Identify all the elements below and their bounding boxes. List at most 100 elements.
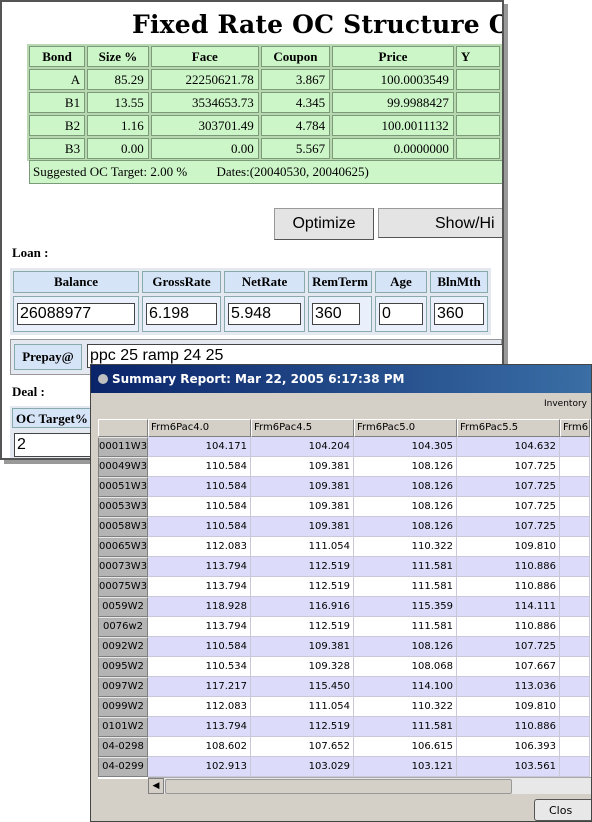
table-cell[interactable]: 110.584: [148, 457, 251, 477]
close-button[interactable]: Clos: [534, 799, 591, 821]
table-cell[interactable]: [560, 617, 590, 637]
horizontal-scrollbar[interactable]: ◀: [148, 777, 591, 794]
table-cell[interactable]: 104.204: [251, 437, 354, 457]
table-cell[interactable]: 114.111: [457, 597, 560, 617]
table-cell[interactable]: [560, 597, 590, 617]
table-cell[interactable]: [560, 557, 590, 577]
table-cell[interactable]: 103.121: [354, 757, 457, 777]
table-cell[interactable]: 104.305: [354, 437, 457, 457]
table-row[interactable]: 00075W3 113.794 112.519 111.581 110.886: [98, 577, 590, 597]
table-cell[interactable]: 110.322: [354, 537, 457, 557]
oc-target-input[interactable]: [14, 433, 94, 457]
scroll-left-icon[interactable]: ◀: [148, 778, 164, 794]
table-cell[interactable]: [560, 717, 590, 737]
table-row[interactable]: 04-0298 108.602 107.652 106.615 106.393: [98, 737, 590, 757]
col-header[interactable]: Frm6Pac4.0: [148, 419, 251, 437]
table-cell[interactable]: 112.083: [148, 537, 251, 557]
table-cell[interactable]: [560, 757, 590, 777]
table-cell[interactable]: 102.913: [148, 757, 251, 777]
table-cell[interactable]: 111.054: [251, 697, 354, 717]
table-cell[interactable]: 108.126: [354, 477, 457, 497]
table-cell[interactable]: 112.083: [148, 697, 251, 717]
table-cell[interactable]: 108.126: [354, 457, 457, 477]
table-cell[interactable]: 109.810: [457, 537, 560, 557]
table-cell[interactable]: [560, 697, 590, 717]
table-cell[interactable]: 110.534: [148, 657, 251, 677]
table-row[interactable]: 0097W2 117.217 115.450 114.100 113.036: [98, 677, 590, 697]
table-cell[interactable]: 113.794: [148, 577, 251, 597]
table-cell[interactable]: 107.725: [457, 637, 560, 657]
table-cell[interactable]: 107.652: [251, 737, 354, 757]
row-header[interactable]: 00051W3: [98, 477, 148, 497]
table-row[interactable]: 0101W2 113.794 112.519 111.581 110.886: [98, 717, 590, 737]
table-row[interactable]: 00051W3 110.584 109.381 108.126 107.725: [98, 477, 590, 497]
row-header[interactable]: 04-0299: [98, 757, 148, 777]
table-cell[interactable]: 110.886: [457, 557, 560, 577]
table-cell[interactable]: [560, 477, 590, 497]
table-cell[interactable]: 108.126: [354, 637, 457, 657]
table-cell[interactable]: [560, 497, 590, 517]
scroll-thumb[interactable]: [165, 779, 512, 794]
table-cell[interactable]: 109.381: [251, 637, 354, 657]
row-header[interactable]: 00073W3: [98, 557, 148, 577]
row-header[interactable]: 0099W2: [98, 697, 148, 717]
table-cell[interactable]: 107.667: [457, 657, 560, 677]
balance-input[interactable]: [17, 303, 135, 325]
table-cell[interactable]: 115.450: [251, 677, 354, 697]
table-cell[interactable]: [560, 437, 590, 457]
table-cell[interactable]: 114.100: [354, 677, 457, 697]
table-cell[interactable]: 109.810: [457, 697, 560, 717]
table-row[interactable]: 00053W3 110.584 109.381 108.126 107.725: [98, 497, 590, 517]
table-cell[interactable]: 109.381: [251, 517, 354, 537]
table-cell[interactable]: 110.886: [457, 717, 560, 737]
table-cell[interactable]: 111.581: [354, 617, 457, 637]
row-header[interactable]: 00011W3: [98, 437, 148, 457]
row-header[interactable]: 00075W3: [98, 577, 148, 597]
remterm-input[interactable]: [312, 303, 360, 325]
table-cell[interactable]: 107.725: [457, 517, 560, 537]
table-row[interactable]: 04-0299 102.913 103.029 103.121 103.561: [98, 757, 590, 777]
table-cell[interactable]: [560, 657, 590, 677]
row-header[interactable]: 00053W3: [98, 497, 148, 517]
table-cell[interactable]: 107.725: [457, 477, 560, 497]
table-row[interactable]: 00073W3 113.794 112.519 111.581 110.886: [98, 557, 590, 577]
table-row[interactable]: 00065W3 112.083 111.054 110.322 109.810: [98, 537, 590, 557]
row-header[interactable]: 0101W2: [98, 717, 148, 737]
table-cell[interactable]: [560, 577, 590, 597]
row-header[interactable]: 0092W2: [98, 637, 148, 657]
table-cell[interactable]: [560, 537, 590, 557]
row-header[interactable]: 0076w2: [98, 617, 148, 637]
col-header[interactable]: Frm6Pac5.5: [457, 419, 560, 437]
table-cell[interactable]: 106.615: [354, 737, 457, 757]
netrate-input[interactable]: [228, 303, 301, 325]
table-cell[interactable]: 108.602: [148, 737, 251, 757]
table-cell[interactable]: 112.519: [251, 557, 354, 577]
row-header[interactable]: 0097W2: [98, 677, 148, 697]
table-cell[interactable]: 113.794: [148, 617, 251, 637]
table-cell[interactable]: 110.584: [148, 477, 251, 497]
report-titlebar[interactable]: Summary Report: Mar 22, 2005 6:17:38 PM: [91, 365, 591, 393]
table-cell[interactable]: 110.584: [148, 517, 251, 537]
table-cell[interactable]: 104.171: [148, 437, 251, 457]
table-cell[interactable]: 115.359: [354, 597, 457, 617]
table-row[interactable]: 0095W2 110.534 109.328 108.068 107.667: [98, 657, 590, 677]
table-cell[interactable]: 110.886: [457, 577, 560, 597]
table-cell[interactable]: 116.916: [251, 597, 354, 617]
row-header[interactable]: 0095W2: [98, 657, 148, 677]
table-cell[interactable]: 110.584: [148, 497, 251, 517]
table-cell[interactable]: 108.126: [354, 497, 457, 517]
table-cell[interactable]: 109.381: [251, 457, 354, 477]
row-header[interactable]: 00058W3: [98, 517, 148, 537]
table-row[interactable]: 0059W2 118.928 116.916 115.359 114.111: [98, 597, 590, 617]
table-cell[interactable]: 103.561: [457, 757, 560, 777]
table-cell[interactable]: 106.393: [457, 737, 560, 757]
table-cell[interactable]: 110.584: [148, 637, 251, 657]
table-cell[interactable]: [560, 737, 590, 757]
age-input[interactable]: [379, 303, 423, 325]
table-row[interactable]: 00058W3 110.584 109.381 108.126 107.725: [98, 517, 590, 537]
table-cell[interactable]: 109.328: [251, 657, 354, 677]
table-cell[interactable]: [560, 517, 590, 537]
table-cell[interactable]: 112.519: [251, 617, 354, 637]
table-cell[interactable]: 111.581: [354, 577, 457, 597]
row-header[interactable]: 00049W3: [98, 457, 148, 477]
